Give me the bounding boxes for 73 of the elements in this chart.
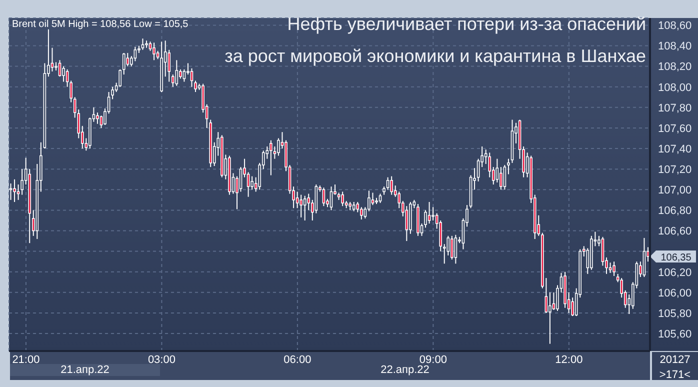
y-tick-label: 106,60 — [658, 226, 692, 238]
y-tick-label: 107,00 — [658, 184, 692, 197]
y-tick-label: 105,60 — [658, 328, 692, 340]
y-tick-label: 107,40 — [658, 143, 692, 156]
candlestick — [500, 166, 502, 190]
y-tick-label: 107,80 — [658, 102, 692, 114]
candlestick — [356, 201, 360, 213]
candlestick — [432, 206, 434, 221]
x-tick-label: 21:00 — [12, 354, 40, 366]
x-tick-label: 06:00 — [284, 354, 312, 366]
candlestick — [194, 80, 197, 92]
candlestick — [250, 176, 254, 190]
candlestick — [642, 237, 646, 278]
text: 20127 — [658, 354, 692, 366]
y-tick-label: 105,80 — [658, 308, 692, 320]
candlestick — [175, 60, 178, 86]
candlestick — [552, 292, 556, 310]
candlestick — [314, 184, 318, 214]
candlestick — [13, 178, 16, 202]
candlestick — [190, 68, 194, 88]
candlestick — [303, 195, 306, 221]
candlestick — [322, 187, 326, 207]
candlestick — [58, 60, 62, 78]
candlestick — [450, 235, 454, 260]
candlestick — [126, 52, 130, 67]
candlestick — [246, 172, 250, 198]
candlestick — [341, 191, 344, 207]
y-tick-label: 108,20 — [658, 61, 692, 74]
candlestick — [152, 42, 156, 61]
candlestick — [360, 206, 363, 220]
candlestick — [424, 210, 427, 228]
candlestick — [601, 236, 604, 266]
candlestick — [9, 182, 12, 200]
y-tick-label: 108,40 — [658, 40, 692, 53]
candlestick — [548, 292, 552, 344]
candlestick — [428, 201, 431, 224]
y-tick-label: 107,20 — [658, 164, 692, 176]
candlestick — [100, 115, 103, 128]
chart-subtitle: Brent oil 5M High = 108,56 Low = 105,5 — [12, 19, 188, 30]
candlestick — [270, 140, 272, 176]
candlestick — [122, 52, 126, 76]
candlestick — [503, 164, 506, 190]
text: 21.апр.22 — [10, 364, 160, 376]
y-tick-label: 106,80 — [658, 205, 692, 218]
x-tick-label: 12:00 — [555, 354, 583, 366]
candlestick — [96, 112, 99, 124]
candlestick — [378, 193, 382, 204]
y-tick-label: 107,60 — [658, 122, 692, 135]
x-tick-label: 09:00 — [419, 354, 447, 366]
candlestick — [612, 261, 616, 276]
candlestick — [352, 201, 356, 212]
candlestick — [386, 176, 390, 190]
candlestick — [62, 66, 65, 82]
x-tick-label: 03:00 — [148, 354, 176, 366]
candlestick — [300, 194, 302, 218]
candlestick — [496, 158, 499, 183]
candlestick — [296, 191, 299, 209]
text: 106,35 — [660, 252, 692, 264]
text: Нефть увеличивает потери из-за опасений за рост мировой экономики и карантина в Шанхае — [224, 14, 646, 67]
text: 22.апр.22 — [380, 364, 430, 376]
y-tick-label: 108,00 — [658, 82, 692, 94]
y-tick-label: 108,60 — [658, 20, 692, 32]
text: >171< — [658, 369, 692, 381]
y-tick-label: 106,20 — [658, 266, 692, 279]
candlestick — [371, 192, 374, 206]
candlestick — [390, 176, 393, 196]
y-tick-label: 106,00 — [658, 287, 692, 300]
candlestick — [239, 166, 242, 192]
candlestick — [182, 68, 186, 82]
candlestick — [454, 234, 458, 264]
candlestick — [488, 152, 492, 178]
candlestick — [171, 74, 174, 88]
candlestick — [134, 46, 137, 62]
